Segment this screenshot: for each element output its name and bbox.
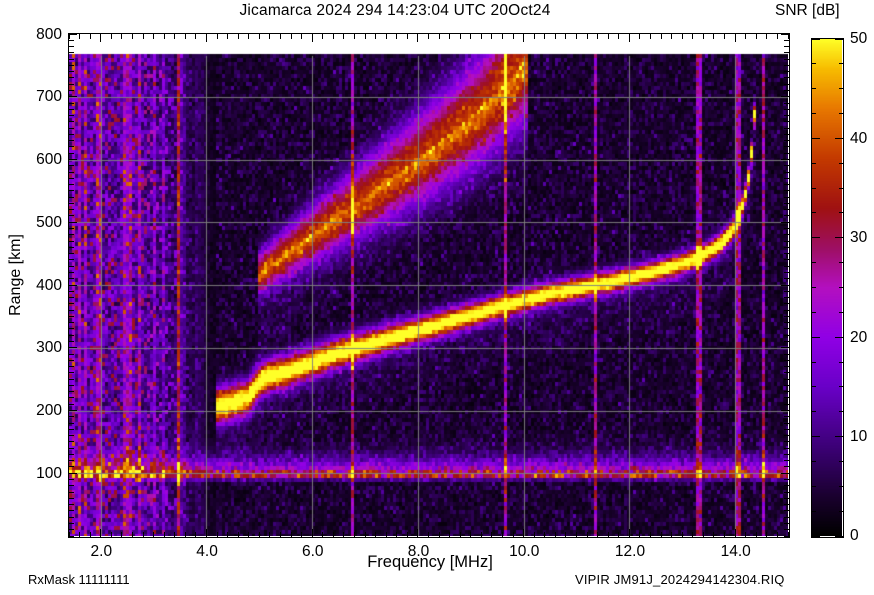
colorbar-tick — [812, 436, 820, 438]
colorbar-tick — [812, 38, 820, 40]
y-tick-label: 200 — [36, 402, 62, 420]
colorbar-tick — [812, 88, 816, 90]
colorbar-tick-label: 40 — [850, 129, 868, 147]
x-tick-label: 2.0 — [90, 543, 113, 560]
colorbar — [811, 38, 844, 538]
colorbar-tick — [839, 485, 843, 487]
colorbar-tick — [835, 38, 843, 40]
colorbar-tick — [839, 162, 843, 164]
colorbar-tick — [812, 361, 816, 363]
colorbar-tick — [839, 187, 843, 189]
colorbar-gradient — [812, 39, 842, 536]
colorbar-tick — [812, 336, 820, 338]
x-tick-label: 4.0 — [196, 543, 218, 560]
rxmask-label: RxMask 11111111 — [28, 572, 130, 587]
y-axis-tick-labels: 100 200 300 400 500 600 700 800 — [0, 0, 62, 595]
file-info-label: VIPIR JM91J_2024294142304.RIQ — [575, 572, 785, 587]
colorbar-tick — [839, 311, 843, 313]
y-tick-label: 400 — [36, 276, 62, 294]
colorbar-tick — [812, 63, 816, 65]
x-tick-label: 8.0 — [407, 543, 430, 560]
colorbar-tick — [812, 162, 816, 164]
colorbar-tick — [812, 287, 816, 288]
colorbar-tick — [839, 88, 843, 90]
colorbar-tick — [812, 262, 816, 264]
colorbar-tick — [839, 510, 843, 512]
colorbar-tick — [812, 137, 820, 139]
colorbar-tick-label: 20 — [850, 328, 868, 346]
colorbar-tick-label: 0 — [850, 527, 859, 545]
x-tick-label: 12.0 — [614, 543, 646, 560]
colorbar-tick — [839, 262, 843, 264]
x-axis-title: Frequency [MHz] — [367, 553, 493, 571]
colorbar-tick — [839, 361, 843, 363]
colorbar-tick-label: 10 — [850, 428, 868, 445]
colorbar-tick — [839, 460, 843, 462]
x-tick-label: 14.0 — [720, 543, 751, 560]
colorbar-tick — [812, 187, 816, 189]
colorbar-tick — [812, 386, 816, 388]
colorbar-tick — [835, 436, 843, 438]
colorbar-tick — [839, 411, 843, 413]
colorbar-tick — [839, 287, 843, 288]
y-tick-label: 300 — [36, 339, 62, 357]
colorbar-tick — [812, 460, 816, 462]
colorbar-tick — [839, 113, 843, 115]
x-tick-label: 6.0 — [302, 543, 324, 560]
colorbar-tick — [812, 510, 816, 512]
colorbar-tick — [812, 535, 820, 537]
x-tick-label: 10.0 — [509, 543, 540, 560]
colorbar-title: SNR [dB] — [775, 2, 840, 19]
colorbar-tick — [835, 137, 843, 139]
colorbar-tick — [812, 311, 816, 313]
colorbar-tick — [812, 212, 816, 214]
colorbar-tick-label: 50 — [850, 30, 868, 48]
page-title: Jicamarca 2024 294 14:23:04 UTC 20Oct24 — [239, 2, 551, 19]
colorbar-tick — [839, 212, 843, 214]
ionogram-heatmap — [69, 34, 788, 536]
colorbar-ticks — [812, 38, 843, 537]
y-tick-label: 600 — [36, 151, 62, 169]
y-tick-label: 500 — [36, 213, 62, 231]
colorbar-tick — [835, 237, 843, 239]
colorbar-tick — [835, 535, 843, 537]
colorbar-tick — [812, 485, 816, 487]
y-tick-label: 100 — [36, 464, 62, 482]
colorbar-tick-label: 30 — [850, 229, 868, 247]
colorbar-tick — [812, 113, 816, 115]
y-tick-label: 800 — [36, 25, 62, 43]
colorbar-tick — [835, 336, 843, 338]
y-tick-label: 700 — [36, 88, 62, 106]
colorbar-tick — [839, 63, 843, 65]
colorbar-tick — [812, 411, 816, 413]
ionogram-plot-area — [68, 33, 790, 538]
colorbar-tick — [812, 237, 820, 239]
colorbar-tick — [839, 386, 843, 388]
